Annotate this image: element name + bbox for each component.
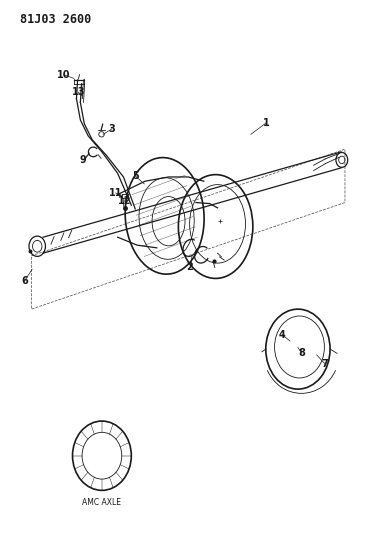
Text: 13: 13 <box>72 87 85 97</box>
Text: 8: 8 <box>298 349 305 358</box>
Text: 3: 3 <box>108 124 115 134</box>
Text: AMC AXLE: AMC AXLE <box>82 498 122 507</box>
Text: 5: 5 <box>132 171 139 181</box>
Text: 10: 10 <box>57 70 70 79</box>
Text: 9: 9 <box>80 155 87 165</box>
Text: 7: 7 <box>321 359 328 368</box>
Text: 6: 6 <box>21 277 28 286</box>
Text: 11: 11 <box>109 188 122 198</box>
Text: 4: 4 <box>279 330 286 340</box>
Text: 2: 2 <box>187 262 194 271</box>
Text: 1: 1 <box>263 118 270 127</box>
Text: 81J03 2600: 81J03 2600 <box>20 13 91 26</box>
Text: 12: 12 <box>118 197 131 206</box>
